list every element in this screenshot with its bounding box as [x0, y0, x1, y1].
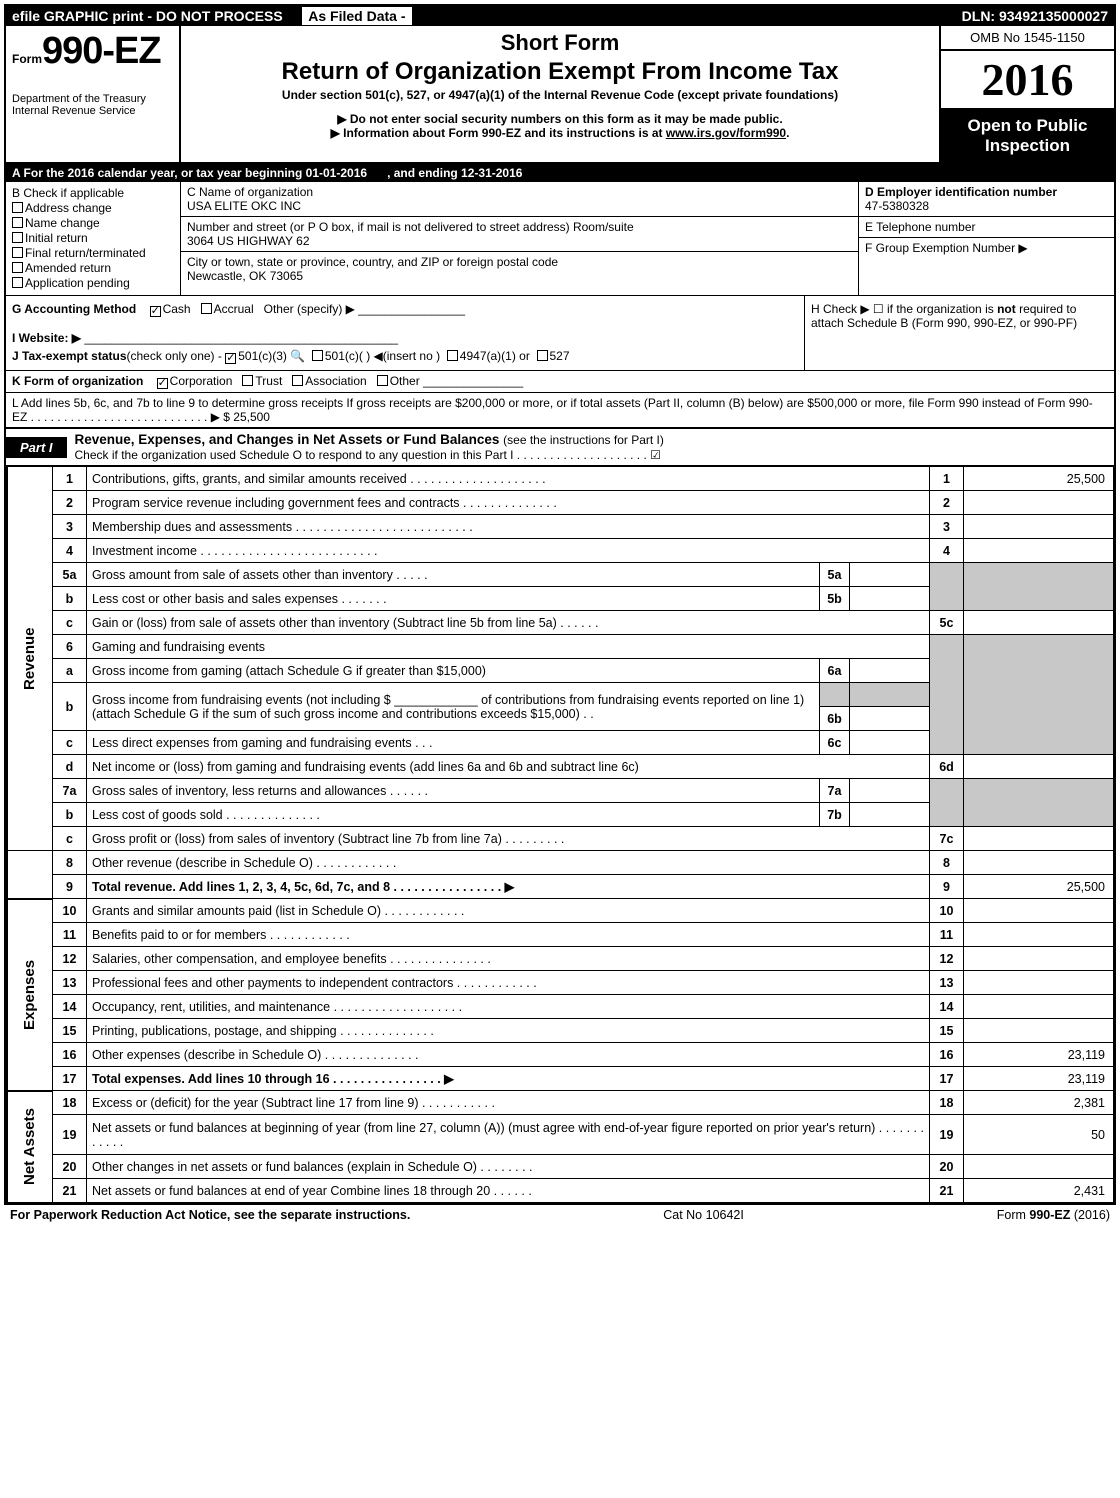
row-g-h: G Accounting Method Cash Accrual Other (… — [6, 296, 1114, 371]
title-right: OMB No 1545-1150 2016 Open to Public Ins… — [939, 26, 1114, 162]
part1-title: Revenue, Expenses, and Changes in Net As… — [67, 429, 1114, 465]
as-filed-label: As Filed Data - — [302, 7, 411, 25]
chk-corp[interactable] — [157, 378, 168, 389]
j-tax-exempt: J Tax-exempt status(check only one) - 50… — [12, 349, 798, 364]
c-street-block: Number and street (or P O box, if mail i… — [181, 216, 858, 251]
row-a-end: , and ending 12-31-2016 — [387, 166, 522, 180]
chk-4947[interactable] — [447, 350, 458, 361]
row-k: K Form of organization Corporation Trust… — [6, 371, 1114, 393]
under-section: Under section 501(c), 527, or 4947(a)(1)… — [189, 88, 931, 102]
g-accounting: G Accounting Method Cash Accrual Other (… — [6, 296, 804, 370]
footer-mid: Cat No 10642I — [663, 1208, 744, 1222]
irs-label: Internal Revenue Service — [12, 105, 173, 117]
form-number: Form990-EZ — [12, 30, 173, 73]
form-id-box: Form990-EZ Department of the Treasury In… — [6, 26, 181, 162]
part1-check: Check if the organization used Schedule … — [75, 448, 661, 462]
l-text: L Add lines 5b, 6c, and 7b to line 9 to … — [12, 396, 1108, 424]
g-label: G Accounting Method — [12, 302, 136, 316]
e-phone: E Telephone number — [859, 217, 1114, 238]
c-city-block: City or town, state or province, country… — [181, 251, 858, 286]
f-label: F Group Exemption Number ▶ — [865, 241, 1108, 255]
efile-text: efile GRAPHIC print - DO NOT PROCESS As … — [12, 8, 412, 24]
side-revenue: Revenue — [7, 467, 53, 851]
d-label: D Employer identification number — [865, 185, 1108, 199]
efile-header: efile GRAPHIC print - DO NOT PROCESS As … — [6, 6, 1114, 26]
dln-label: DLN: 93492135000027 — [962, 8, 1108, 24]
open-public-badge: Open to Public Inspection — [941, 110, 1114, 162]
side-expenses: Expenses — [7, 899, 53, 1091]
row-l: L Add lines 5b, 6c, and 7b to line 9 to … — [6, 393, 1114, 428]
chk-trust[interactable] — [242, 375, 253, 386]
chk-initial[interactable]: Initial return — [12, 231, 174, 245]
chk-name[interactable]: Name change — [12, 216, 174, 230]
row-a-begin: A For the 2016 calendar year, or tax yea… — [12, 166, 367, 180]
title-block: Form990-EZ Department of the Treasury In… — [6, 26, 1114, 164]
footer-right: Form 990-EZ (2016) — [997, 1208, 1110, 1222]
c-street-label: Number and street (or P O box, if mail i… — [187, 220, 852, 234]
note-info: ▶ Information about Form 990-EZ and its … — [189, 126, 931, 140]
footer: For Paperwork Reduction Act Notice, see … — [4, 1205, 1116, 1225]
c-city-label: City or town, state or province, country… — [187, 255, 852, 269]
chk-other-org[interactable] — [377, 375, 388, 386]
side-netassets: Net Assets — [7, 1091, 53, 1203]
c-label: C Name of organization — [187, 185, 852, 199]
col-c-org: C Name of organization USA ELITE OKC INC… — [181, 182, 859, 295]
tax-year: 2016 — [941, 51, 1114, 110]
section-b-to-f: B Check if applicable Address change Nam… — [6, 182, 1114, 296]
i-website: I Website: ▶ — [12, 331, 81, 345]
dept-treasury: Department of the Treasury — [12, 93, 173, 105]
note-ssn: ▶ Do not enter social security numbers o… — [189, 112, 931, 126]
h-check: H Check ▶ ☐ if the organization is not r… — [804, 296, 1114, 370]
d-ein: D Employer identification number 47-5380… — [859, 182, 1114, 217]
financial-table: Revenue 1Contributions, gifts, grants, a… — [6, 466, 1114, 1203]
main-title: Return of Organization Exempt From Incom… — [189, 58, 931, 86]
short-form-title: Short Form — [189, 30, 931, 56]
footer-left: For Paperwork Reduction Act Notice, see … — [10, 1208, 410, 1222]
omb-number: OMB No 1545-1150 — [941, 26, 1114, 51]
chk-501c3[interactable] — [225, 353, 236, 364]
c-org-name: USA ELITE OKC INC — [187, 199, 852, 213]
row-a-calendar: A For the 2016 calendar year, or tax yea… — [6, 164, 1114, 182]
col-b-checkboxes: B Check if applicable Address change Nam… — [6, 182, 181, 295]
chk-accrual[interactable] — [201, 303, 212, 314]
f-group: F Group Exemption Number ▶ — [859, 238, 1114, 258]
chk-501c[interactable] — [312, 350, 323, 361]
k-label: K Form of organization — [12, 374, 143, 388]
chk-assoc[interactable] — [292, 375, 303, 386]
c-street: 3064 US HIGHWAY 62 — [187, 234, 852, 248]
form-container: efile GRAPHIC print - DO NOT PROCESS As … — [4, 4, 1116, 1205]
chk-pending[interactable]: Application pending — [12, 276, 174, 290]
b-label: B Check if applicable — [12, 186, 174, 200]
chk-final[interactable]: Final return/terminated — [12, 246, 174, 260]
e-label: E Telephone number — [865, 220, 1108, 234]
title-center: Short Form Return of Organization Exempt… — [181, 26, 939, 162]
col-def: D Employer identification number 47-5380… — [859, 182, 1114, 295]
c-city: Newcastle, OK 73065 — [187, 269, 852, 283]
d-value: 47-5380328 — [865, 199, 1108, 213]
chk-amended[interactable]: Amended return — [12, 261, 174, 275]
chk-address[interactable]: Address change — [12, 201, 174, 215]
chk-527[interactable] — [537, 350, 548, 361]
c-name-block: C Name of organization USA ELITE OKC INC — [181, 182, 858, 216]
part1-num: Part I — [6, 437, 67, 458]
part1-header: Part I Revenue, Expenses, and Changes in… — [6, 428, 1114, 466]
chk-cash[interactable] — [150, 306, 161, 317]
